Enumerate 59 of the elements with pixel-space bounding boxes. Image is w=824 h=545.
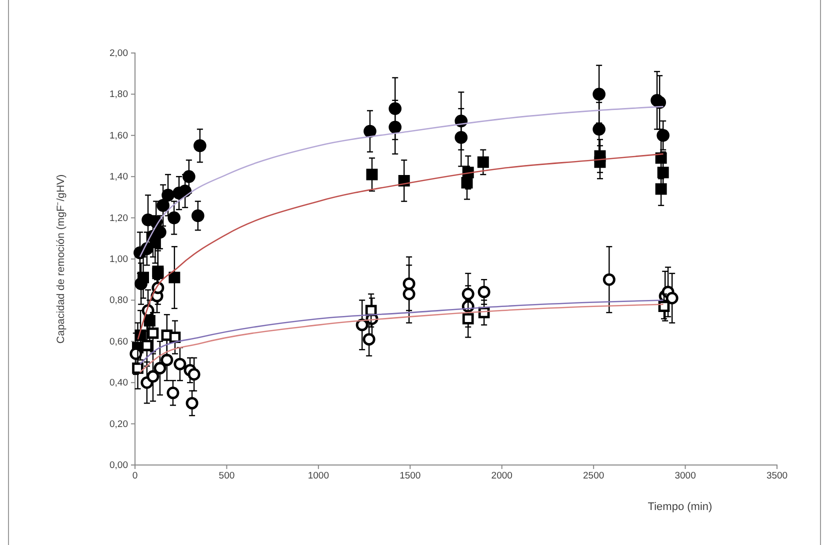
y-tick-label: 1,80 (110, 89, 128, 100)
point (656, 128, 670, 142)
point (454, 131, 468, 144)
point (192, 209, 204, 222)
point (366, 168, 378, 180)
point (182, 170, 196, 184)
y-axis-title: Capacidad de remoción (mgF⁻/gHV) (55, 174, 67, 344)
x-tick-label: 500 (218, 470, 235, 482)
point (178, 184, 192, 198)
point (666, 292, 678, 304)
point (477, 156, 489, 168)
x-tick-label: 1500 (400, 470, 421, 482)
point (162, 188, 174, 202)
point (146, 370, 160, 383)
point (592, 122, 606, 136)
point (602, 273, 616, 286)
point (462, 288, 474, 300)
point (653, 96, 666, 109)
point (168, 272, 180, 284)
y-tick-label: 1,20 (110, 212, 128, 224)
point (388, 120, 402, 134)
point (364, 124, 376, 138)
x-tick-label: 3500 (766, 470, 788, 482)
point (168, 211, 180, 224)
y-tick-label: 0,80 (110, 295, 128, 306)
point (462, 313, 474, 324)
point (658, 300, 670, 312)
point (166, 386, 180, 400)
y-tick-label: 0,20 (110, 418, 128, 430)
y-tick-label: 0,60 (110, 336, 128, 348)
point (174, 358, 186, 370)
point (169, 332, 181, 343)
point (592, 88, 606, 101)
point (362, 333, 376, 346)
x-tick-label: 0 (132, 470, 138, 482)
point (194, 139, 206, 152)
x-tick-label: 2500 (583, 470, 604, 482)
y-tick-label: 0,40 (110, 378, 128, 389)
point (478, 286, 490, 298)
point (160, 354, 174, 366)
y-tick-label: 0,00 (110, 460, 128, 472)
x-tick-label: 2000 (491, 470, 512, 482)
y-tick-label: 1,40 (110, 172, 128, 183)
point (154, 362, 166, 374)
point (356, 318, 368, 332)
point (402, 277, 416, 290)
point (402, 288, 416, 300)
point (186, 396, 198, 410)
x-axis-title: Tiempo (min) (648, 501, 712, 513)
point (188, 368, 200, 381)
point (388, 102, 402, 116)
x-tick-label: 3000 (674, 470, 696, 482)
point (655, 183, 667, 195)
y-tick-label: 2,00 (110, 48, 128, 60)
point (141, 340, 153, 352)
y-tick-label: 1,00 (110, 254, 128, 266)
x-tick-label: 1000 (308, 470, 329, 482)
point (156, 199, 170, 212)
y-tick-label: 1,60 (110, 130, 128, 142)
